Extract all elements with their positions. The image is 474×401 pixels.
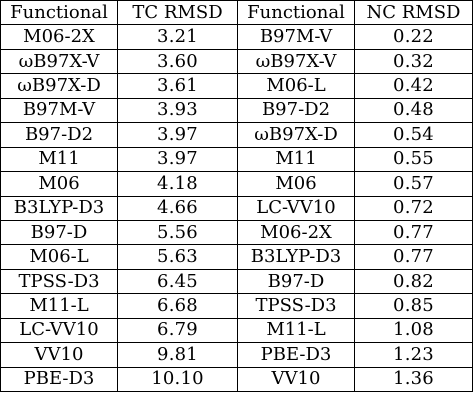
cell-tc-rmsd: 3.97 — [117, 146, 238, 173]
table-row: M06-2X 3.21 B97M-V 0.22 — [0, 24, 473, 50]
cell-functional-tc: TPSS-D3 — [0, 268, 118, 295]
cell-nc-rmsd: 0.85 — [354, 293, 473, 319]
table-row: TPSS-D3 6.45 B97-D 0.82 — [0, 268, 473, 295]
cell-functional-nc: VV10 — [237, 366, 355, 393]
cell-functional-tc: VV10 — [0, 342, 118, 368]
cell-tc-rmsd: 5.63 — [117, 244, 238, 270]
header-tc-rmsd: TC RMSD — [117, 0, 238, 26]
cell-nc-rmsd: 1.23 — [354, 342, 473, 368]
cell-functional-tc: B97-D2 — [0, 122, 118, 148]
cell-functional-tc: ωB97X-D — [0, 73, 118, 99]
cell-nc-rmsd: 0.48 — [354, 97, 473, 124]
cell-functional-nc: B97-D — [237, 268, 355, 295]
cell-functional-tc: M11-L — [0, 293, 118, 319]
table-row: M06 4.18 M06 0.57 — [0, 171, 473, 197]
table-row: PBE-D3 10.10 VV10 1.36 — [0, 366, 473, 393]
cell-nc-rmsd: 0.77 — [354, 244, 473, 270]
header-nc-rmsd: NC RMSD — [354, 0, 473, 26]
cell-functional-nc: M06-2X — [237, 219, 355, 246]
cell-functional-nc: M11-L — [237, 317, 355, 344]
header-functional-tc: Functional — [0, 0, 118, 26]
cell-tc-rmsd: 4.66 — [117, 195, 238, 221]
cell-tc-rmsd: 3.21 — [117, 24, 238, 50]
cell-tc-rmsd: 9.81 — [117, 342, 238, 368]
cell-tc-rmsd: 3.97 — [117, 122, 238, 148]
header-row: Functional TC RMSD Functional NC RMSD — [0, 0, 473, 26]
cell-nc-rmsd: 1.08 — [354, 317, 473, 344]
cell-functional-tc: LC-VV10 — [0, 317, 118, 344]
cell-functional-tc: B97-D — [0, 219, 118, 246]
cell-functional-nc: PBE-D3 — [237, 342, 355, 368]
cell-functional-nc: ωB97X-D — [237, 122, 355, 148]
table-row: B97-D 5.56 M06-2X 0.77 — [0, 219, 473, 246]
cell-tc-rmsd: 3.61 — [117, 73, 238, 99]
cell-functional-tc: M06-L — [0, 244, 118, 270]
cell-nc-rmsd: 0.82 — [354, 268, 473, 295]
cell-functional-tc: ωB97X-V — [0, 48, 118, 75]
table-row: VV10 9.81 PBE-D3 1.23 — [0, 342, 473, 368]
cell-tc-rmsd: 3.93 — [117, 97, 238, 124]
cell-functional-tc: PBE-D3 — [0, 366, 118, 393]
cell-tc-rmsd: 3.60 — [117, 48, 238, 75]
cell-functional-nc: TPSS-D3 — [237, 293, 355, 319]
rmsd-table: Functional TC RMSD Functional NC RMSD M0… — [0, 0, 473, 393]
table-header: Functional TC RMSD Functional NC RMSD — [0, 0, 473, 26]
cell-tc-rmsd: 6.68 — [117, 293, 238, 319]
table-row: ωB97X-V 3.60 ωB97X-V 0.32 — [0, 48, 473, 75]
cell-tc-rmsd: 6.79 — [117, 317, 238, 344]
cell-functional-nc: ωB97X-V — [237, 48, 355, 75]
cell-nc-rmsd: 1.36 — [354, 366, 473, 393]
cell-nc-rmsd: 0.54 — [354, 122, 473, 148]
table-row: ωB97X-D 3.61 M06-L 0.42 — [0, 73, 473, 99]
cell-nc-rmsd: 0.22 — [354, 24, 473, 50]
cell-nc-rmsd: 0.57 — [354, 171, 473, 197]
table-row: M11 3.97 M11 0.55 — [0, 146, 473, 173]
cell-tc-rmsd: 5.56 — [117, 219, 238, 246]
cell-nc-rmsd: 0.32 — [354, 48, 473, 75]
cell-tc-rmsd: 6.45 — [117, 268, 238, 295]
cell-functional-nc: M06 — [237, 171, 355, 197]
cell-functional-nc: M11 — [237, 146, 355, 173]
table-row: B97M-V 3.93 B97-D2 0.48 — [0, 97, 473, 124]
cell-functional-nc: LC-VV10 — [237, 195, 355, 221]
table-row: M11-L 6.68 TPSS-D3 0.85 — [0, 293, 473, 319]
cell-nc-rmsd: 0.55 — [354, 146, 473, 173]
cell-tc-rmsd: 10.10 — [117, 366, 238, 393]
cell-nc-rmsd: 0.42 — [354, 73, 473, 99]
cell-functional-tc: M06-2X — [0, 24, 118, 50]
table-row: B97-D2 3.97 ωB97X-D 0.54 — [0, 122, 473, 148]
cell-tc-rmsd: 4.18 — [117, 171, 238, 197]
table-row: LC-VV10 6.79 M11-L 1.08 — [0, 317, 473, 344]
table-body: M06-2X 3.21 B97M-V 0.22 ωB97X-V 3.60 ωB97X-V 0.… — [0, 24, 473, 393]
cell-nc-rmsd: 0.72 — [354, 195, 473, 221]
cell-functional-tc: M06 — [0, 171, 118, 197]
cell-nc-rmsd: 0.77 — [354, 219, 473, 246]
table-row: M06-L 5.63 B3LYP-D3 0.77 — [0, 244, 473, 270]
cell-functional-tc: B3LYP-D3 — [0, 195, 118, 221]
cell-functional-nc: B3LYP-D3 — [237, 244, 355, 270]
cell-functional-nc: B97M-V — [237, 24, 355, 50]
cell-functional-tc: M11 — [0, 146, 118, 173]
cell-functional-tc: B97M-V — [0, 97, 118, 124]
cell-functional-nc: M06-L — [237, 73, 355, 99]
table-row: B3LYP-D3 4.66 LC-VV10 0.72 — [0, 195, 473, 221]
header-functional-nc: Functional — [237, 0, 355, 26]
cell-functional-nc: B97-D2 — [237, 97, 355, 124]
